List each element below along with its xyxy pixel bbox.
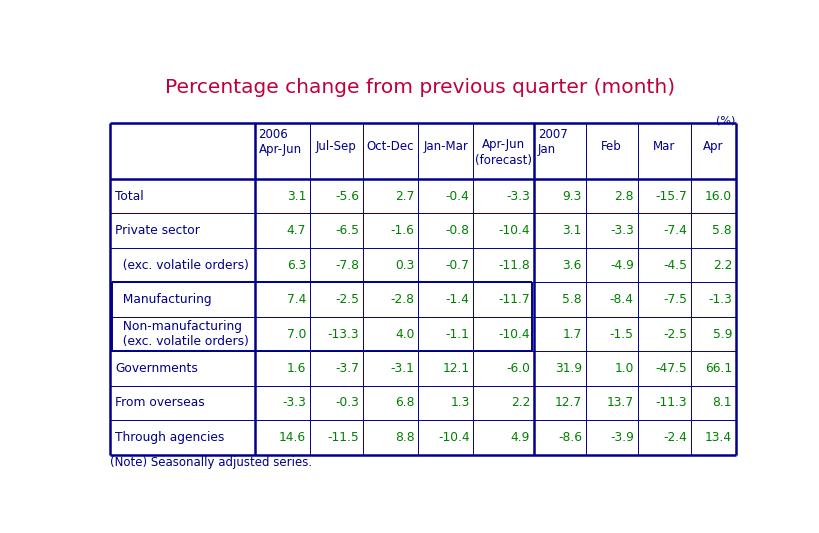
Text: 3.1: 3.1 bbox=[287, 190, 306, 203]
Text: 5.8: 5.8 bbox=[713, 224, 732, 237]
Text: Mar: Mar bbox=[653, 140, 676, 152]
Text: Oct-Dec: Oct-Dec bbox=[367, 140, 414, 152]
Text: -7.5: -7.5 bbox=[663, 293, 687, 306]
Text: 5.9: 5.9 bbox=[713, 327, 732, 341]
Text: -2.5: -2.5 bbox=[663, 327, 687, 341]
Text: -11.5: -11.5 bbox=[328, 431, 360, 444]
Text: -8.6: -8.6 bbox=[558, 431, 582, 444]
Text: Manufacturing: Manufacturing bbox=[115, 293, 211, 306]
Text: 8.1: 8.1 bbox=[713, 397, 732, 409]
Text: 12.7: 12.7 bbox=[554, 397, 582, 409]
Text: -47.5: -47.5 bbox=[655, 362, 687, 375]
Text: -3.3: -3.3 bbox=[506, 190, 530, 203]
Text: Non-manufacturing
  (exc. volatile orders): Non-manufacturing (exc. volatile orders) bbox=[115, 320, 249, 348]
Text: -10.4: -10.4 bbox=[499, 327, 530, 341]
Text: (forecast): (forecast) bbox=[475, 154, 532, 167]
Text: -4.5: -4.5 bbox=[663, 259, 687, 271]
Text: -2.4: -2.4 bbox=[663, 431, 687, 444]
Text: -3.1: -3.1 bbox=[391, 362, 414, 375]
Text: 66.1: 66.1 bbox=[705, 362, 732, 375]
Text: -10.4: -10.4 bbox=[438, 431, 469, 444]
Text: 7.4: 7.4 bbox=[287, 293, 306, 306]
Text: -3.3: -3.3 bbox=[283, 397, 306, 409]
Text: -8.4: -8.4 bbox=[610, 293, 634, 306]
Text: -1.1: -1.1 bbox=[446, 327, 469, 341]
Text: -10.4: -10.4 bbox=[499, 224, 530, 237]
Text: Feb: Feb bbox=[601, 140, 622, 152]
Text: -0.4: -0.4 bbox=[446, 190, 469, 203]
Text: -11.8: -11.8 bbox=[499, 259, 530, 271]
Text: -5.6: -5.6 bbox=[335, 190, 360, 203]
Text: 2.8: 2.8 bbox=[614, 190, 634, 203]
Text: 31.9: 31.9 bbox=[554, 362, 582, 375]
Text: Apr-Jun: Apr-Jun bbox=[482, 138, 525, 151]
Text: From overseas: From overseas bbox=[115, 397, 205, 409]
Text: Through agencies: Through agencies bbox=[115, 431, 224, 444]
Text: -1.5: -1.5 bbox=[610, 327, 634, 341]
Text: 13.4: 13.4 bbox=[705, 431, 732, 444]
Text: 3.6: 3.6 bbox=[563, 259, 582, 271]
Text: Private sector: Private sector bbox=[115, 224, 200, 237]
Text: 4.0: 4.0 bbox=[395, 327, 414, 341]
Text: 2.2: 2.2 bbox=[713, 259, 732, 271]
Text: 4.9: 4.9 bbox=[511, 431, 530, 444]
Text: -1.4: -1.4 bbox=[446, 293, 469, 306]
Text: 1.6: 1.6 bbox=[287, 362, 306, 375]
Text: Apr: Apr bbox=[703, 140, 723, 152]
Text: 2006: 2006 bbox=[259, 127, 288, 141]
Text: Governments: Governments bbox=[115, 362, 198, 375]
Text: Percentage change from previous quarter (month): Percentage change from previous quarter … bbox=[165, 78, 675, 98]
Text: 12.1: 12.1 bbox=[442, 362, 469, 375]
Text: (%): (%) bbox=[717, 115, 735, 125]
Text: -15.7: -15.7 bbox=[655, 190, 687, 203]
Text: -0.8: -0.8 bbox=[446, 224, 469, 237]
Text: -3.7: -3.7 bbox=[335, 362, 360, 375]
Text: -11.7: -11.7 bbox=[499, 293, 530, 306]
Text: 1.3: 1.3 bbox=[450, 397, 469, 409]
Text: 3.1: 3.1 bbox=[563, 224, 582, 237]
Text: -3.9: -3.9 bbox=[610, 431, 634, 444]
Text: (exc. volatile orders): (exc. volatile orders) bbox=[115, 259, 249, 271]
Text: 16.0: 16.0 bbox=[705, 190, 732, 203]
Text: (Note) Seasonally adjusted series.: (Note) Seasonally adjusted series. bbox=[110, 456, 312, 470]
Text: -6.0: -6.0 bbox=[506, 362, 530, 375]
Text: -11.3: -11.3 bbox=[655, 397, 687, 409]
Text: -1.3: -1.3 bbox=[708, 293, 732, 306]
Text: 9.3: 9.3 bbox=[563, 190, 582, 203]
Text: Total: Total bbox=[115, 190, 143, 203]
Text: 6.8: 6.8 bbox=[395, 397, 414, 409]
Text: 4.7: 4.7 bbox=[287, 224, 306, 237]
Text: 5.8: 5.8 bbox=[563, 293, 582, 306]
Text: 6.3: 6.3 bbox=[287, 259, 306, 271]
Text: 1.0: 1.0 bbox=[614, 362, 634, 375]
Text: 2.2: 2.2 bbox=[511, 397, 530, 409]
Text: 8.8: 8.8 bbox=[395, 431, 414, 444]
Text: 1.7: 1.7 bbox=[563, 327, 582, 341]
Text: Jan: Jan bbox=[538, 143, 556, 156]
Text: -7.8: -7.8 bbox=[335, 259, 360, 271]
Text: 2007: 2007 bbox=[538, 127, 568, 141]
Text: -0.7: -0.7 bbox=[446, 259, 469, 271]
Text: -13.3: -13.3 bbox=[328, 327, 360, 341]
Text: -4.9: -4.9 bbox=[610, 259, 634, 271]
Text: Jul-Sep: Jul-Sep bbox=[316, 140, 357, 152]
Text: -1.6: -1.6 bbox=[391, 224, 414, 237]
Text: 14.6: 14.6 bbox=[279, 431, 306, 444]
Text: -3.3: -3.3 bbox=[610, 224, 634, 237]
Text: 0.3: 0.3 bbox=[395, 259, 414, 271]
Text: 13.7: 13.7 bbox=[607, 397, 634, 409]
Text: -6.5: -6.5 bbox=[335, 224, 360, 237]
Text: 7.0: 7.0 bbox=[287, 327, 306, 341]
Text: Jan-Mar: Jan-Mar bbox=[423, 140, 468, 152]
Text: -2.5: -2.5 bbox=[335, 293, 360, 306]
Text: -0.3: -0.3 bbox=[335, 397, 360, 409]
Text: -7.4: -7.4 bbox=[663, 224, 687, 237]
Text: 2.7: 2.7 bbox=[395, 190, 414, 203]
Text: Apr-Jun: Apr-Jun bbox=[259, 143, 301, 156]
Text: -2.8: -2.8 bbox=[391, 293, 414, 306]
